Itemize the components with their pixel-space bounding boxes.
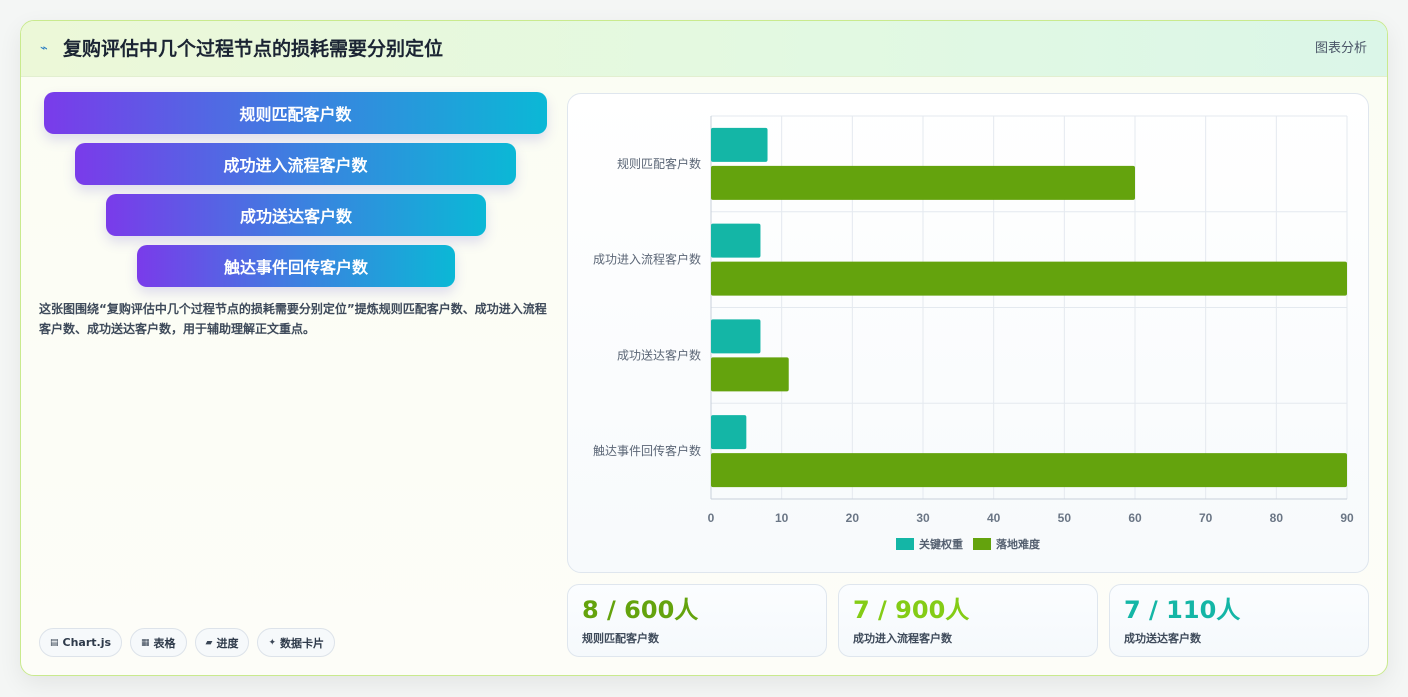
legend-item-weight[interactable]: 关键权重 xyxy=(896,536,963,552)
chart-icon: ▤ xyxy=(50,637,59,648)
legend-swatch xyxy=(896,538,914,550)
y-tick-label: 触达事件回传客户数 xyxy=(593,443,701,458)
chart-description: 这张图围绕“复购评估中几个过程节点的损耗需要分别定位”提炼规则匹配客户数、成功进… xyxy=(39,302,547,336)
chart-line-icon: ⌁ xyxy=(40,41,48,56)
stat-label: 规则匹配客户数 xyxy=(582,632,659,645)
chip-chartjs[interactable]: ▤ Chart.js xyxy=(39,628,123,657)
stat-value: 8 / 600人 xyxy=(582,596,699,624)
stat-value: 7 / 900人 xyxy=(853,596,970,624)
progress-icon: ▰ xyxy=(205,637,213,648)
x-tick-label: 0 xyxy=(708,511,715,524)
stat-card-delivered: 7 / 110人 成功送达客户数 xyxy=(1109,584,1369,657)
chart-legend: 关键权重 落地难度 xyxy=(568,536,1368,552)
chip-table[interactable]: ▦ 表格 xyxy=(130,628,187,657)
x-tick-label: 50 xyxy=(1058,511,1072,524)
sparkle-icon: ✦ xyxy=(268,637,277,648)
chip-label: Chart.js xyxy=(62,636,112,649)
chip-progress[interactable]: ▰ 进度 xyxy=(194,628,250,657)
funnel-step-enter-flow: 成功进入流程客户数 xyxy=(75,143,516,185)
x-tick-label: 80 xyxy=(1270,511,1284,524)
chart-bar xyxy=(711,319,761,354)
content-card: ⌁ 复购评估中几个过程节点的损耗需要分别定位 图表分析 规则匹配客户数 成功进入… xyxy=(20,20,1388,676)
x-tick-label: 10 xyxy=(775,511,789,524)
chart-bar xyxy=(711,165,1135,200)
chart-bar xyxy=(711,261,1347,296)
chip-label: 数据卡片 xyxy=(280,636,325,650)
legend-label: 落地难度 xyxy=(996,538,1040,551)
chart-bar xyxy=(711,357,789,392)
chart-bar xyxy=(711,127,768,162)
x-tick-label: 40 xyxy=(987,511,1001,524)
page-title: 复购评估中几个过程节点的损耗需要分别定位 xyxy=(63,38,444,60)
feature-chips: ▤ Chart.js ▦ 表格 ▰ 进度 ✦ 数据卡片 xyxy=(39,628,336,657)
x-tick-label: 90 xyxy=(1340,511,1354,524)
funnel-step-delivered: 成功送达客户数 xyxy=(106,194,486,236)
stat-card-rule-match: 8 / 600人 规则匹配客户数 xyxy=(567,584,827,657)
table-icon: ▦ xyxy=(141,637,150,648)
stat-card-enter-flow: 7 / 900人 成功进入流程客户数 xyxy=(838,584,1098,657)
chart-panel: 规则匹配客户数成功进入流程客户数成功送达客户数触达事件回传客户数 0 10 20 30 4… xyxy=(567,93,1369,573)
x-tick-label: 20 xyxy=(846,511,860,524)
stat-value: 7 / 110人 xyxy=(1124,596,1241,624)
legend-label: 关键权重 xyxy=(919,538,963,551)
legend-swatch xyxy=(973,538,991,550)
card-header: ⌁ 复购评估中几个过程节点的损耗需要分别定位 图表分析 xyxy=(21,21,1387,77)
y-tick-label: 成功进入流程客户数 xyxy=(593,252,701,267)
stat-label: 成功进入流程客户数 xyxy=(853,632,952,645)
chart-analysis-tag: 图表分析 xyxy=(1314,41,1367,56)
x-tick-label: 60 xyxy=(1128,511,1142,524)
x-tick-label: 70 xyxy=(1199,511,1213,524)
y-tick-label: 规则匹配客户数 xyxy=(617,156,701,171)
chart-bar xyxy=(711,415,747,450)
funnel-step-rule-match: 规则匹配客户数 xyxy=(44,92,547,134)
legend-item-difficulty[interactable]: 落地难度 xyxy=(973,536,1040,552)
chip-label: 进度 xyxy=(216,636,239,650)
chart-bar xyxy=(711,223,761,258)
stat-label: 成功送达客户数 xyxy=(1124,632,1201,645)
chip-data-card[interactable]: ✦ 数据卡片 xyxy=(257,628,336,657)
chip-label: 表格 xyxy=(153,636,176,650)
funnel-step-callback: 触达事件回传客户数 xyxy=(137,245,455,287)
y-tick-label: 成功送达客户数 xyxy=(617,347,701,362)
x-tick-label: 30 xyxy=(916,511,930,524)
chart-bar xyxy=(711,453,1347,488)
